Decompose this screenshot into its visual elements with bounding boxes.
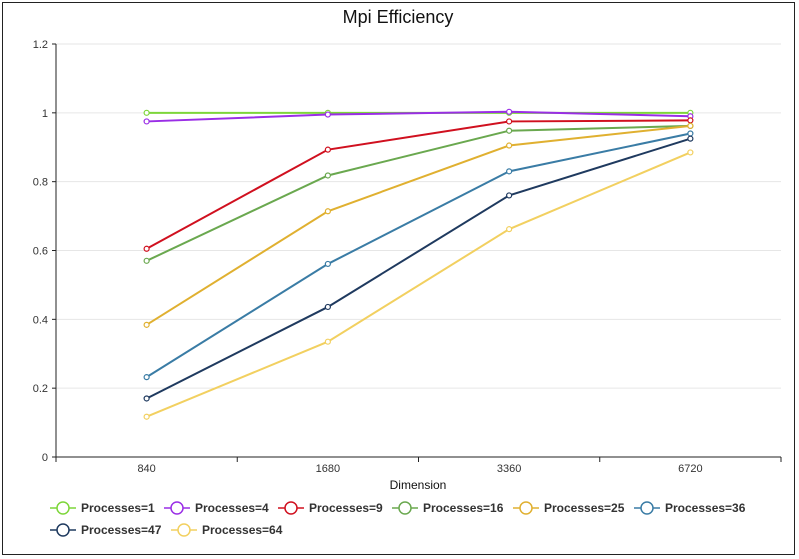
series-line — [146, 110, 691, 123]
x-tick-label: 3360 — [497, 463, 521, 475]
legend-item[interactable]: Processes=36 — [634, 501, 746, 515]
data-point[interactable] — [687, 117, 694, 124]
legend-item[interactable]: Processes=9 — [278, 501, 383, 515]
axes: 0 0.2 0.4 0.6 0.8 1 1.2 840 1680 3360 6720 — [33, 39, 782, 475]
legend: Processes=1 Processes=4 Processes=9 Process… — [50, 501, 746, 537]
data-point[interactable] — [506, 168, 513, 175]
legend-label: Processes=36 — [665, 501, 746, 515]
x-tick-label: 1680 — [316, 463, 340, 475]
legend-marker-icon — [177, 523, 191, 537]
data-point[interactable] — [506, 192, 513, 199]
data-point[interactable] — [324, 260, 331, 268]
legend-marker-icon — [398, 501, 412, 515]
data-point[interactable] — [143, 245, 150, 252]
legend-marker-icon — [56, 523, 70, 537]
y-tick-label: 1.2 — [33, 39, 48, 51]
x-tick-label: 6720 — [678, 463, 702, 475]
series-line — [146, 119, 691, 250]
series-line — [146, 132, 691, 379]
y-tick-label: 0.6 — [33, 246, 48, 258]
data-point[interactable] — [687, 122, 694, 130]
y-tick-label: 0.8 — [33, 177, 48, 189]
x-axis-label: Dimension — [390, 478, 447, 492]
legend-marker-icon — [284, 501, 298, 515]
legend-item[interactable]: Processes=47 — [50, 523, 162, 537]
legend-label: Processes=47 — [81, 523, 162, 537]
data-point[interactable] — [506, 127, 513, 134]
data-point[interactable] — [687, 130, 694, 137]
data-point[interactable] — [324, 172, 331, 179]
legend-item[interactable]: Processes=1 — [50, 501, 155, 515]
legend-item[interactable]: Processes=25 — [513, 501, 625, 515]
data-point[interactable] — [506, 142, 513, 149]
legend-label: Processes=1 — [81, 501, 155, 515]
data-point[interactable] — [506, 226, 513, 233]
y-tick-label: 0 — [42, 452, 48, 464]
legend-label: Processes=25 — [544, 501, 625, 515]
series-line — [146, 124, 691, 262]
data-point[interactable] — [324, 146, 331, 153]
data-point[interactable] — [324, 111, 331, 118]
data-point[interactable] — [687, 135, 694, 142]
series-line — [146, 151, 691, 418]
legend-item[interactable]: Processes=64 — [171, 523, 283, 537]
series-line — [146, 124, 691, 326]
legend-marker-icon — [519, 501, 533, 515]
y-tick-label: 0.4 — [33, 314, 48, 326]
y-tick-label: 0.2 — [33, 383, 48, 395]
data-point[interactable] — [143, 395, 150, 402]
data-point[interactable] — [506, 118, 513, 125]
data-point[interactable] — [324, 208, 331, 215]
data-point[interactable] — [143, 321, 150, 328]
x-tick-label: 840 — [137, 463, 155, 475]
data-point[interactable] — [324, 303, 331, 311]
legend-label: Processes=64 — [202, 523, 283, 537]
data-point[interactable] — [143, 413, 150, 420]
data-point[interactable] — [143, 118, 150, 125]
legend-label: Processes=16 — [423, 501, 504, 515]
legend-marker-icon — [170, 501, 184, 515]
chart-title: Mpi Efficiency — [343, 7, 454, 27]
grid-lines — [56, 43, 781, 389]
series-line — [146, 137, 691, 400]
data-point[interactable] — [687, 149, 694, 156]
data-point[interactable] — [506, 108, 513, 115]
y-tick-label: 1 — [42, 108, 48, 120]
data-point[interactable] — [143, 109, 150, 116]
legend-label: Processes=9 — [309, 501, 383, 515]
legend-item[interactable]: Processes=4 — [164, 501, 269, 515]
data-point[interactable] — [324, 338, 331, 345]
data-point[interactable] — [143, 257, 150, 264]
legend-marker-icon — [56, 501, 70, 515]
legend-label: Processes=4 — [195, 501, 269, 515]
series-group — [143, 108, 694, 420]
legend-item[interactable]: Processes=16 — [392, 501, 504, 515]
data-point[interactable] — [143, 374, 150, 381]
legend-marker-icon — [640, 501, 654, 515]
